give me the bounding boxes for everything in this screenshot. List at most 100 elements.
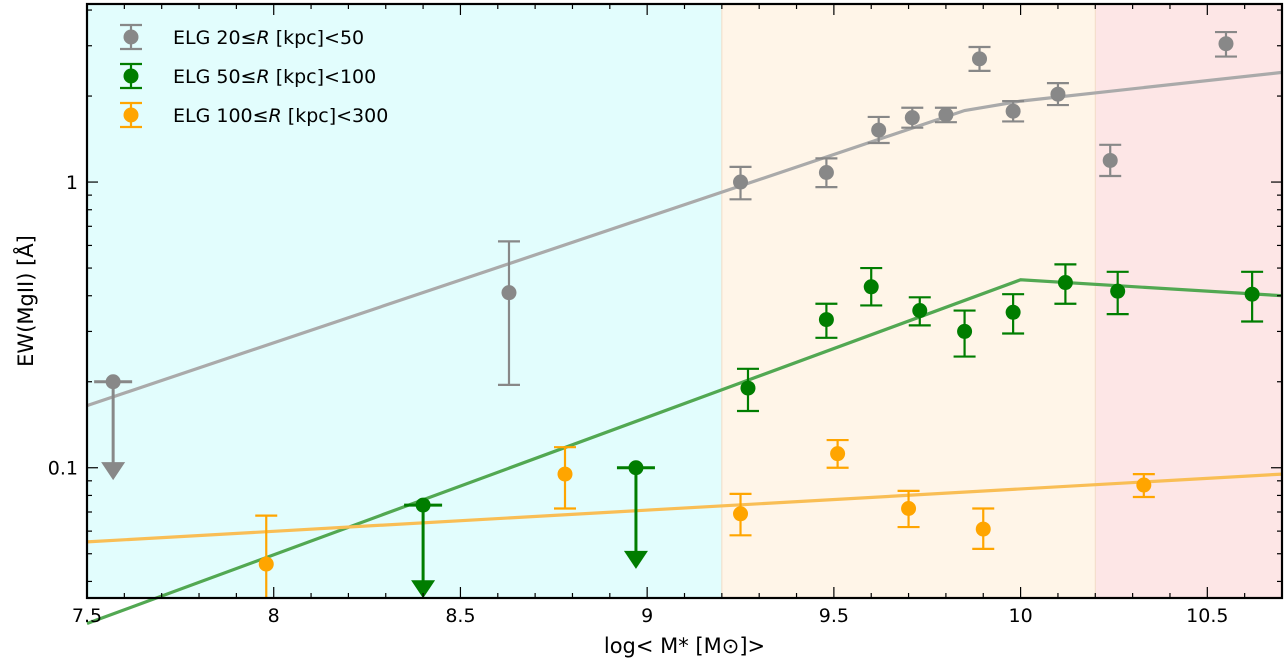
marker bbox=[1005, 103, 1021, 119]
marker bbox=[1136, 477, 1152, 493]
data-point bbox=[1099, 143, 1122, 178]
legend-label-part: R bbox=[256, 27, 269, 49]
marker bbox=[557, 466, 573, 482]
marker bbox=[912, 303, 928, 319]
x-tick-label: 8 bbox=[268, 605, 280, 627]
legend-marker bbox=[123, 107, 139, 123]
marker bbox=[904, 110, 920, 126]
data-point bbox=[815, 157, 838, 189]
legend-label-part: [kpc]<50 bbox=[270, 27, 364, 49]
marker bbox=[258, 556, 274, 572]
legend-label: ELG 100≤R [kpc]<300 bbox=[173, 105, 388, 127]
legend-entry-1: ELG 20≤R [kpc]<50 bbox=[120, 23, 364, 51]
upper-limit bbox=[616, 460, 655, 569]
data-point bbox=[1046, 82, 1069, 107]
marker bbox=[105, 374, 121, 390]
marker bbox=[972, 51, 988, 67]
marker bbox=[1102, 152, 1118, 168]
data-point bbox=[1054, 263, 1077, 305]
legend-label: ELG 50≤R [kpc]<100 bbox=[173, 66, 376, 88]
marker bbox=[740, 380, 756, 396]
x-tick-label: 10 bbox=[1009, 605, 1033, 627]
data-points bbox=[94, 30, 1264, 598]
data-point bbox=[867, 115, 890, 145]
data-point bbox=[897, 489, 920, 529]
data-point bbox=[815, 302, 838, 339]
marker bbox=[1005, 304, 1021, 320]
data-point bbox=[972, 507, 995, 550]
data-point bbox=[1002, 293, 1025, 335]
marker bbox=[957, 323, 973, 339]
marker bbox=[975, 521, 991, 537]
data-point bbox=[554, 446, 576, 510]
x-axis-label: log< M* [M⊙]> bbox=[604, 634, 765, 658]
x-tick-label: 7.5 bbox=[72, 605, 102, 627]
legend-marker bbox=[123, 29, 139, 45]
upper-limit-arrow bbox=[623, 550, 648, 569]
marker bbox=[1110, 283, 1126, 299]
legend-entry-2: ELG 50≤R [kpc]<100 bbox=[120, 62, 376, 90]
data-point bbox=[1241, 270, 1264, 323]
marker bbox=[1050, 86, 1066, 102]
marker bbox=[733, 174, 749, 190]
marker bbox=[415, 497, 431, 513]
data-point bbox=[729, 492, 752, 537]
fit-lines bbox=[86, 70, 1283, 626]
marker bbox=[863, 279, 879, 295]
data-point bbox=[1132, 473, 1155, 499]
upper-limit-arrow bbox=[411, 580, 436, 598]
data-point bbox=[1214, 30, 1237, 58]
upper-limit bbox=[404, 497, 443, 598]
x-tick-label: 10.5 bbox=[1186, 605, 1228, 627]
legend-label-part: ELG 20≤ bbox=[173, 27, 256, 49]
marker bbox=[818, 165, 834, 181]
marker bbox=[871, 122, 887, 138]
marker bbox=[830, 446, 846, 462]
x-tick-label: 9.5 bbox=[819, 605, 849, 627]
y-axis-label: EW(MgII) [Å] bbox=[12, 235, 38, 367]
legend-label: ELG 20≤R [kpc]<50 bbox=[173, 27, 364, 49]
marker bbox=[628, 460, 644, 476]
legend-entry-3: ELG 100≤R [kpc]<300 bbox=[120, 101, 388, 129]
data-point bbox=[968, 45, 991, 72]
data-point bbox=[1002, 100, 1025, 123]
data-point bbox=[255, 514, 278, 598]
data-point bbox=[908, 296, 931, 327]
y-tick-label: 1 bbox=[66, 172, 78, 194]
fit-line-series-3 bbox=[86, 472, 1283, 544]
fit-line-series-1 bbox=[86, 70, 1283, 408]
axis-ticks: 7.5 8 8.5 9 9.5 10 10.5 0.1 1 bbox=[48, 4, 1283, 627]
x-tick-label: 9 bbox=[641, 605, 653, 627]
y-tick-label: 0.1 bbox=[48, 458, 78, 480]
fit-line-series-2 bbox=[86, 278, 1283, 626]
marker bbox=[501, 285, 517, 301]
marker bbox=[938, 107, 954, 123]
legend-label-part: ELG 100≤ bbox=[173, 105, 269, 127]
marker bbox=[733, 506, 749, 522]
legend-label-part: [kpc]<300 bbox=[282, 105, 389, 127]
legend-label-part: ELG 50≤ bbox=[173, 66, 256, 88]
x-tick-label: 8.5 bbox=[445, 605, 475, 627]
upper-limit bbox=[94, 374, 133, 481]
marker bbox=[1218, 36, 1234, 52]
legend-label-part: R bbox=[256, 66, 269, 88]
data-point bbox=[729, 165, 752, 201]
data-point bbox=[736, 367, 759, 413]
marker bbox=[901, 501, 917, 517]
data-point bbox=[1106, 270, 1129, 316]
shaded-regions bbox=[87, 4, 1282, 598]
marker bbox=[818, 312, 834, 328]
upper-limit-arrow bbox=[101, 462, 126, 481]
data-point bbox=[953, 309, 976, 358]
plot-frame bbox=[85, 2, 1284, 600]
shaded-region-1 bbox=[87, 4, 722, 598]
legend-marker bbox=[123, 68, 139, 84]
data-point bbox=[934, 106, 957, 124]
data-point bbox=[860, 266, 883, 307]
legend-label-part: R bbox=[269, 105, 282, 127]
data-point bbox=[826, 438, 849, 469]
marker bbox=[1057, 275, 1073, 291]
marker bbox=[1244, 286, 1260, 302]
